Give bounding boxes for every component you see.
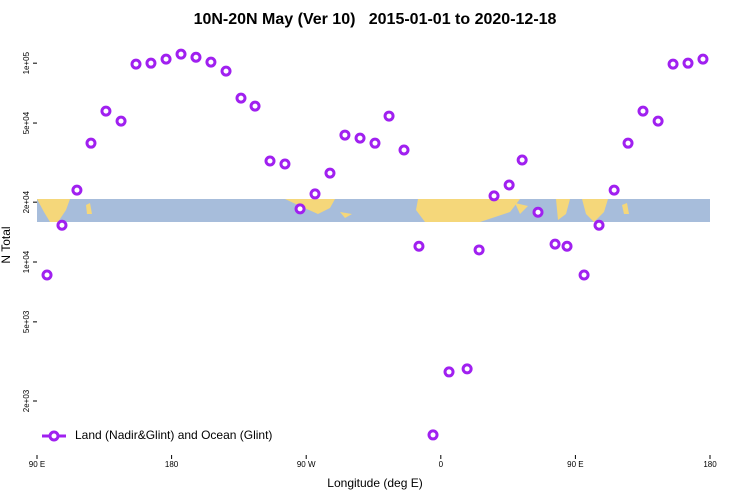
map-strip (37, 199, 710, 222)
legend-label: Land (Nadir&Glint) and Ocean (Glint) (75, 428, 272, 442)
point (443, 366, 455, 378)
point (339, 129, 351, 141)
point (56, 219, 68, 231)
land (556, 199, 570, 220)
point (235, 92, 247, 104)
point (413, 240, 425, 252)
land (86, 203, 92, 214)
land (285, 199, 335, 214)
x-tick-label: 180 (165, 460, 179, 469)
point (622, 137, 634, 149)
point (383, 110, 395, 122)
y-tick-label: 5e+04 (22, 111, 31, 134)
point (190, 51, 202, 63)
point (145, 57, 157, 69)
x-tick-label: 90 E (29, 460, 45, 469)
point (309, 188, 321, 200)
point (279, 158, 291, 170)
point (354, 132, 366, 144)
point (608, 184, 620, 196)
point (85, 137, 97, 149)
chart-title: 10N-20N May (Ver 10) 2015-01-01 to 2020-… (194, 11, 557, 28)
ocean (37, 199, 710, 222)
point (682, 57, 694, 69)
point (516, 154, 528, 166)
point (71, 184, 83, 196)
point (593, 219, 605, 231)
point (100, 105, 112, 117)
point (264, 155, 276, 167)
y-tick-label: 1e+05 (22, 51, 31, 74)
point (488, 190, 500, 202)
point (461, 363, 473, 375)
x-tick-label: 90 W (297, 460, 316, 469)
land (582, 199, 608, 222)
point (637, 105, 649, 117)
point (220, 65, 232, 77)
point (561, 240, 573, 252)
y-tick-label: 1e+04 (22, 250, 31, 273)
point (130, 58, 142, 70)
point (160, 53, 172, 65)
point (294, 203, 306, 215)
point (578, 269, 590, 281)
y-axis-label: N Total (0, 226, 13, 263)
land (37, 199, 70, 222)
point (549, 238, 561, 250)
point (532, 206, 544, 218)
y-tick-label: 2e+03 (22, 389, 31, 412)
x-tick-label: 180 (703, 460, 717, 469)
land (622, 203, 629, 214)
point (652, 115, 664, 127)
x-axis-label: Longitude (deg E) (327, 476, 422, 490)
point (115, 115, 127, 127)
land (416, 199, 520, 222)
point (667, 58, 679, 70)
point (398, 144, 410, 156)
point (473, 244, 485, 256)
point (503, 179, 515, 191)
point (205, 56, 217, 68)
y-tick-label: 5e+03 (22, 310, 31, 333)
point (249, 100, 261, 112)
point (41, 269, 53, 281)
point (427, 429, 439, 441)
point (324, 167, 336, 179)
x-tick-label: 0 (439, 460, 444, 469)
point (369, 137, 381, 149)
x-tick-label: 90 E (567, 460, 583, 469)
land (515, 203, 528, 214)
legend-marker (48, 430, 60, 442)
point (175, 48, 187, 60)
y-tick-label: 2e+04 (22, 190, 31, 213)
point (697, 53, 709, 65)
land (340, 212, 352, 218)
